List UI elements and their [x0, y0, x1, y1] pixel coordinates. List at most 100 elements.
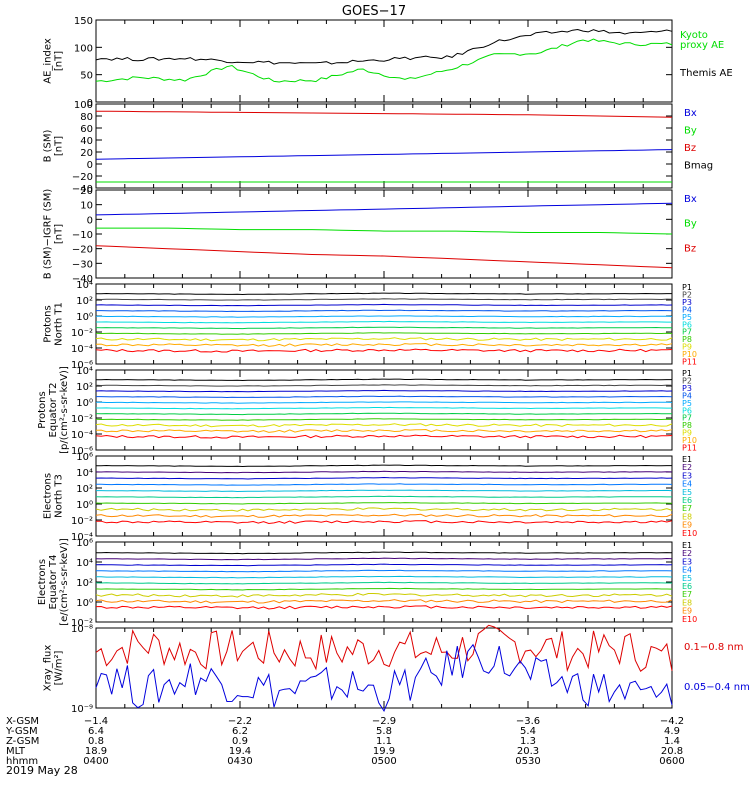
legend-entry: E1: [682, 455, 692, 464]
series-line: [95, 643, 673, 712]
legend-entry: 0.1−0.8 nm: [684, 642, 743, 653]
y-tick-label: 10²: [76, 484, 93, 495]
flux-line: [95, 513, 673, 518]
flux-line: [95, 332, 673, 335]
y-tick-label: 10⁰: [76, 598, 93, 609]
legend-entry: P2: [682, 290, 692, 299]
legend-entry: E8: [682, 512, 692, 521]
series-line: [96, 227, 673, 235]
flux-line: [95, 434, 673, 439]
legend-entry: P5: [682, 399, 692, 408]
flux-line: [96, 309, 673, 313]
flux-line: [96, 292, 672, 296]
ephemeris-value: −2.9: [372, 716, 396, 727]
y-tick-label: 10⁻²: [71, 414, 93, 425]
flux-line: [95, 563, 673, 567]
legend: Bx By Bz: [684, 194, 697, 254]
y-tick-label: 20: [80, 148, 93, 159]
series-line: [95, 245, 673, 269]
y-tick-label: 10⁻⁸: [71, 624, 93, 635]
ephemeris-value: 6.4: [88, 726, 104, 737]
y-axis-label: [nT]: [54, 136, 65, 156]
legend-entry: E10: [682, 529, 697, 538]
ephemeris-value: 0.8: [88, 736, 104, 747]
y-tick-label: 10⁻²: [71, 516, 93, 527]
y-axis-label: Equator T4: [48, 555, 59, 610]
ephemeris-value: 20.8: [661, 746, 683, 757]
ephemeris-value: 1.4: [664, 736, 680, 747]
y-tick-label: 10⁴: [76, 468, 93, 479]
y-tick-label: 50: [80, 71, 93, 82]
ephemeris-row-label: X-GSM: [6, 716, 39, 727]
ephemeris-value: 19.9: [373, 746, 395, 757]
legend: Bx By Bz Bmag: [684, 108, 713, 172]
legend-entry: P10: [682, 350, 697, 359]
ephemeris-value: −3.6: [516, 716, 540, 727]
flux-line: [95, 502, 673, 505]
legend-entry: P3: [682, 298, 692, 307]
ephemeris-value: 0.9: [232, 736, 248, 747]
legend: 0.1−0.8 nm 0.05−0.4 nm: [684, 642, 750, 693]
legend-entry: P1: [682, 283, 692, 292]
y-axis-label: Electrons: [43, 473, 54, 519]
y-tick-label: 10⁻⁴: [71, 344, 93, 355]
y-axis-label: B (SM)−IGRF (SM): [43, 189, 54, 280]
y-axis-label: [e/(cm²-s-sr-keV)]: [59, 538, 70, 626]
legend-entry: P11: [682, 444, 697, 453]
ephemeris-value: 0500: [371, 756, 396, 767]
ephemeris-value: 1.3: [520, 736, 536, 747]
panel-pe: 10⁻⁶ 10⁻⁴ 10⁻² 10⁰ 10² 10⁴ Protons Equator T2 [p…: [37, 366, 697, 457]
series-line: [95, 38, 673, 83]
panel-frame: [95, 189, 673, 279]
legend-entry: E7: [682, 504, 692, 513]
y-tick-label: 100: [74, 100, 93, 111]
ephemeris-value: 5.8: [376, 726, 392, 737]
flux-line: [95, 298, 673, 301]
legend-entry: P7: [682, 414, 692, 423]
ephemeris-value: 18.9: [85, 746, 107, 757]
flux-line: [95, 342, 673, 347]
flux-line: [95, 551, 673, 555]
y-axis-label: North T1: [54, 302, 65, 346]
y-tick-label: 10⁴: [76, 280, 93, 291]
y-tick-label: 0: [87, 215, 93, 226]
legend-entry: By: [684, 126, 697, 137]
y-tick-label: 80: [80, 112, 93, 123]
flux-line: [95, 337, 673, 342]
y-axis-label: Protons: [43, 305, 54, 342]
ephemeris-value: 19.4: [229, 746, 251, 757]
y-axis-label: Equator T2: [48, 383, 59, 438]
panel-pn: 10⁻⁶ 10⁻⁴ 10⁻² 10⁰ 10² 10⁴ Protons North T1 P1P2…: [43, 280, 698, 371]
legend-entry: P6: [682, 406, 692, 415]
flux-line: [95, 592, 673, 598]
legend-entry: E10: [682, 615, 697, 624]
y-tick-label: 10⁰: [76, 500, 93, 511]
legend-entry: P4: [682, 391, 692, 400]
flux-line: [95, 428, 673, 433]
ephemeris-row-label: Y-GSM: [5, 726, 38, 737]
y-axis-label: North T3: [54, 474, 65, 518]
legend-entry: E7: [682, 590, 692, 599]
legend-entry: P1: [682, 369, 692, 378]
legend-entry: P9: [682, 429, 692, 438]
legend-entry: P2: [682, 376, 692, 385]
y-tick-label: 0: [87, 98, 93, 109]
y-tick-label: 10²: [76, 382, 93, 393]
y-tick-label: 10⁻⁴: [71, 532, 93, 543]
y-axis-label: [W/m²]: [54, 650, 65, 685]
y-axis-label: [nT]: [54, 51, 65, 71]
legend-entry: E4: [682, 480, 692, 489]
legend-entry: E9: [682, 607, 692, 616]
ephemeris-value: 6.2: [232, 726, 248, 737]
flux-line: [95, 599, 673, 604]
flux-line: [95, 389, 673, 393]
flux-line: [95, 520, 673, 525]
y-tick-label: 10⁰: [76, 398, 93, 409]
ephemeris-value: 0430: [227, 756, 252, 767]
legend-entry: P4: [682, 305, 692, 314]
